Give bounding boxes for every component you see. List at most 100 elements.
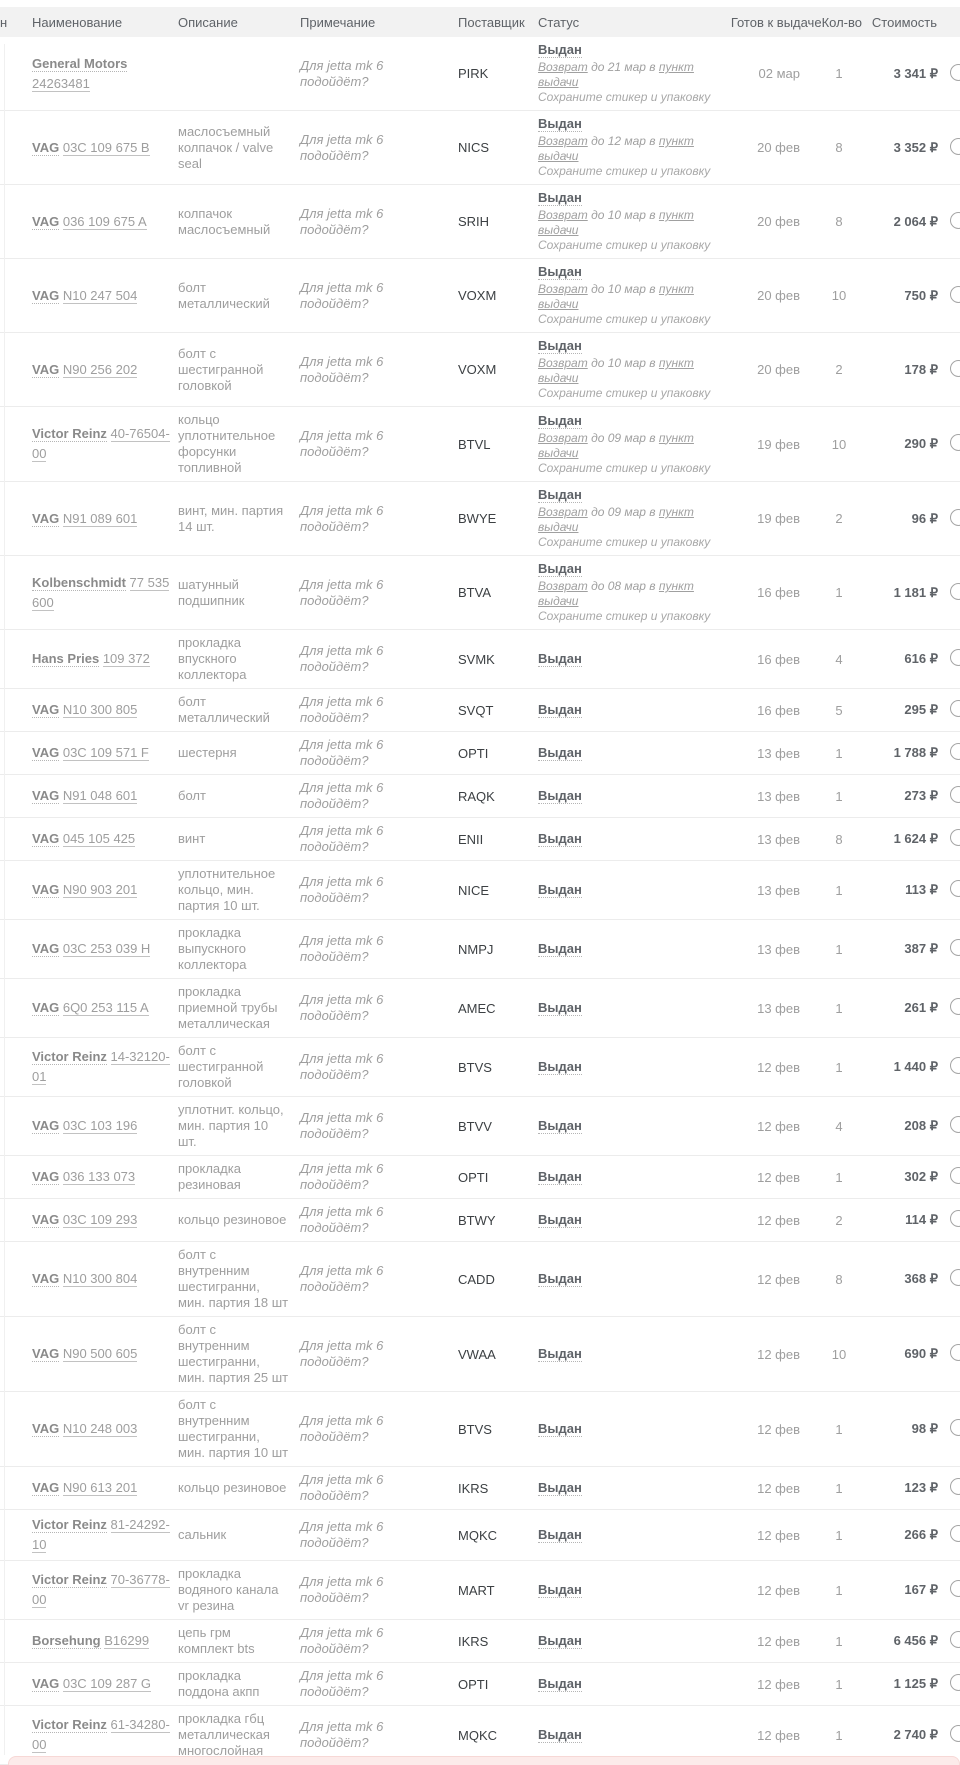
- status-badge[interactable]: Выдан: [538, 264, 582, 280]
- brand-link[interactable]: VAG: [32, 510, 60, 527]
- brand-link[interactable]: VAG: [32, 941, 60, 957]
- brand-link[interactable]: VAG: [32, 702, 60, 718]
- part-number-link[interactable]: N10 248 003: [62, 1421, 138, 1437]
- brand-link[interactable]: VAG: [32, 1212, 60, 1228]
- status-badge[interactable]: Выдан: [538, 1118, 582, 1134]
- brand-link[interactable]: Victor Reinz: [32, 1049, 107, 1065]
- part-number-link[interactable]: N90 500 605: [62, 1346, 138, 1362]
- return-link[interactable]: Возврат: [538, 356, 588, 370]
- brand-link[interactable]: Kolbenschmidt: [32, 574, 126, 591]
- part-number-link[interactable]: N90 903 201: [62, 882, 138, 898]
- chat-bubble-icon[interactable]: [950, 359, 960, 377]
- pickup-point-link[interactable]: пункт выдачи: [538, 505, 694, 534]
- chat-bubble-icon[interactable]: [950, 1419, 960, 1436]
- chat-bubble-icon[interactable]: [950, 434, 960, 451]
- part-number-link[interactable]: 03C 109 287 G: [62, 1676, 152, 1692]
- pickup-point-link[interactable]: пункт выдачи: [538, 134, 694, 163]
- chat-bubble-icon[interactable]: [950, 137, 960, 155]
- chat-bubble-icon[interactable]: [950, 786, 960, 803]
- chat-bubble-icon[interactable]: [950, 1725, 960, 1742]
- chat-bubble-icon[interactable]: [950, 285, 960, 303]
- part-number-link[interactable]: 036 133 073: [62, 1169, 136, 1185]
- brand-link[interactable]: VAG: [32, 1118, 60, 1134]
- return-link[interactable]: Возврат: [538, 134, 588, 148]
- pickup-point-link[interactable]: пункт выдачи: [538, 579, 694, 608]
- part-number-link[interactable]: 03C 103 196: [62, 1118, 138, 1134]
- chat-bubble-icon[interactable]: [950, 211, 960, 229]
- chat-bubble-icon[interactable]: [950, 998, 960, 1015]
- brand-link[interactable]: VAG: [32, 213, 60, 230]
- status-badge[interactable]: Выдан: [538, 831, 582, 847]
- return-link[interactable]: Возврат: [538, 430, 588, 445]
- status-badge[interactable]: Выдан: [538, 1169, 582, 1185]
- return-link[interactable]: Возврат: [538, 282, 588, 296]
- return-link[interactable]: Возврат: [538, 579, 588, 593]
- status-badge[interactable]: Выдан: [538, 1346, 582, 1362]
- part-number-link[interactable]: N10 300 805: [62, 702, 138, 718]
- chat-bubble-icon[interactable]: [950, 582, 960, 600]
- part-number-link[interactable]: 109 372: [102, 651, 150, 667]
- part-number-link[interactable]: 40-76504-00: [32, 426, 170, 462]
- part-number-link[interactable]: 03C 109 571 F: [62, 745, 149, 761]
- part-number-link[interactable]: 036 109 675 A: [62, 213, 147, 230]
- status-badge[interactable]: Выдан: [538, 1676, 582, 1692]
- brand-link[interactable]: VAG: [32, 745, 60, 761]
- chat-bubble-icon[interactable]: [950, 1210, 960, 1227]
- part-number-link[interactable]: N91 089 601: [62, 510, 138, 527]
- chat-bubble-icon[interactable]: [950, 1580, 960, 1597]
- chat-bubble-icon[interactable]: [950, 649, 960, 666]
- part-number-link[interactable]: 14-32120-01: [32, 1049, 170, 1085]
- part-number-link[interactable]: N10 300 804: [62, 1271, 138, 1287]
- status-badge[interactable]: Выдан: [538, 651, 582, 667]
- pickup-point-link[interactable]: пункт выдачи: [538, 60, 694, 89]
- status-badge[interactable]: Выдан: [538, 745, 582, 761]
- brand-link[interactable]: VAG: [32, 139, 60, 156]
- part-number-link[interactable]: N91 048 601: [62, 788, 138, 804]
- brand-link[interactable]: Borsehung: [32, 1633, 101, 1649]
- brand-link[interactable]: Victor Reinz: [32, 1717, 107, 1733]
- chat-bubble-icon[interactable]: [950, 1167, 960, 1184]
- brand-link[interactable]: VAG: [32, 1676, 60, 1692]
- status-badge[interactable]: Выдан: [538, 1727, 582, 1743]
- brand-link[interactable]: Victor Reinz: [32, 1517, 107, 1533]
- chat-bubble-icon[interactable]: [950, 1344, 960, 1361]
- chat-bubble-icon[interactable]: [950, 1674, 960, 1691]
- brand-link[interactable]: VAG: [32, 788, 60, 804]
- status-badge[interactable]: Выдан: [538, 1059, 582, 1075]
- chat-bubble-icon[interactable]: [950, 829, 960, 846]
- brand-link[interactable]: VAG: [32, 1480, 60, 1496]
- return-link[interactable]: Возврат: [538, 208, 588, 222]
- part-number-link[interactable]: 6Q0 253 115 A: [62, 1000, 149, 1016]
- status-badge[interactable]: Выдан: [538, 702, 582, 718]
- status-badge[interactable]: Выдан: [538, 1000, 582, 1016]
- chat-bubble-icon[interactable]: [950, 63, 960, 81]
- brand-link[interactable]: VAG: [32, 1169, 60, 1185]
- status-badge[interactable]: Выдан: [538, 1582, 582, 1598]
- chat-bubble-icon[interactable]: [950, 1478, 960, 1495]
- chat-bubble-icon[interactable]: [950, 1525, 960, 1542]
- chat-bubble-icon[interactable]: [950, 1057, 960, 1074]
- brand-link[interactable]: Victor Reinz: [32, 426, 107, 442]
- status-badge[interactable]: Выдан: [538, 941, 582, 957]
- part-number-link[interactable]: 03C 253 039 H: [62, 941, 151, 957]
- return-link[interactable]: Возврат: [538, 505, 588, 519]
- status-badge[interactable]: Выдан: [538, 788, 582, 804]
- status-badge[interactable]: Выдан: [538, 1271, 582, 1287]
- status-badge[interactable]: Выдан: [538, 1633, 582, 1649]
- brand-link[interactable]: VAG: [32, 287, 60, 304]
- brand-link[interactable]: VAG: [32, 1346, 60, 1362]
- part-number-link[interactable]: 24263481: [32, 75, 90, 92]
- chat-bubble-icon[interactable]: [950, 1631, 960, 1648]
- chat-bubble-icon[interactable]: [950, 743, 960, 760]
- brand-link[interactable]: VAG: [32, 1271, 60, 1287]
- pickup-point-link[interactable]: пункт выдачи: [538, 430, 694, 460]
- chat-bubble-icon[interactable]: [950, 1269, 960, 1286]
- brand-link[interactable]: VAG: [32, 882, 60, 898]
- status-badge[interactable]: Выдан: [538, 42, 582, 58]
- part-number-link[interactable]: 77 535 600: [32, 574, 170, 611]
- status-badge[interactable]: Выдан: [538, 561, 582, 577]
- pickup-point-link[interactable]: пункт выдачи: [538, 282, 694, 311]
- brand-link[interactable]: VAG: [32, 1421, 60, 1437]
- part-number-link[interactable]: B16299: [104, 1633, 150, 1649]
- brand-link[interactable]: VAG: [32, 831, 60, 847]
